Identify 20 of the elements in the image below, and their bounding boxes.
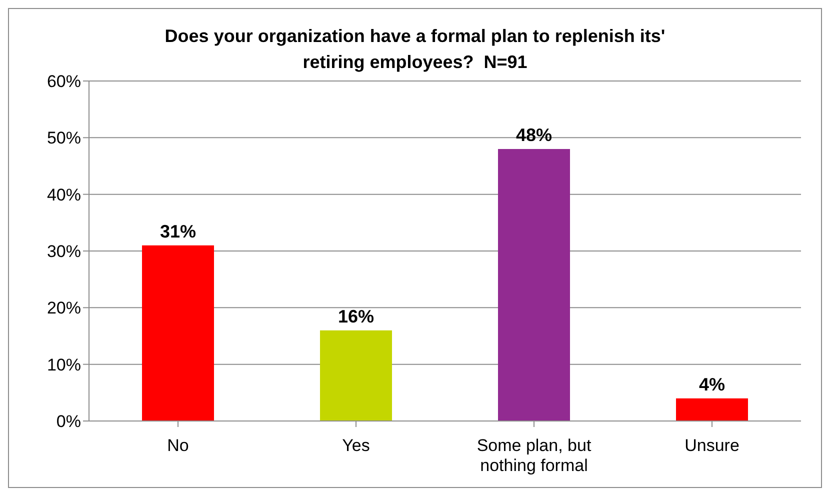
chart-title: Does your organization have a formal plan to replenish its' retiring employees? N=91 — [164, 25, 666, 74]
x-tick-label: Some plan, but nothing formal — [476, 436, 592, 475]
data-label: 48% — [516, 125, 552, 145]
data-label: 16% — [338, 306, 374, 326]
y-tick-label: 0% — [56, 412, 81, 432]
bar — [498, 149, 570, 421]
y-tick-label: 50% — [46, 128, 81, 148]
x-tick-label: Yes — [342, 436, 370, 455]
bar — [320, 330, 392, 421]
y-tick-label: 20% — [46, 298, 81, 318]
y-tick-label: 40% — [46, 185, 81, 204]
y-tick-label: 30% — [46, 242, 81, 262]
data-label: 31% — [160, 221, 196, 242]
y-tick-label: 10% — [46, 355, 81, 374]
bar — [676, 398, 748, 421]
x-tick-label: Unsure — [684, 436, 740, 455]
data-label: 4% — [698, 374, 726, 394]
x-tick-label: No — [167, 436, 189, 455]
y-tick-label: 60% — [46, 72, 81, 92]
bar — [142, 245, 214, 421]
